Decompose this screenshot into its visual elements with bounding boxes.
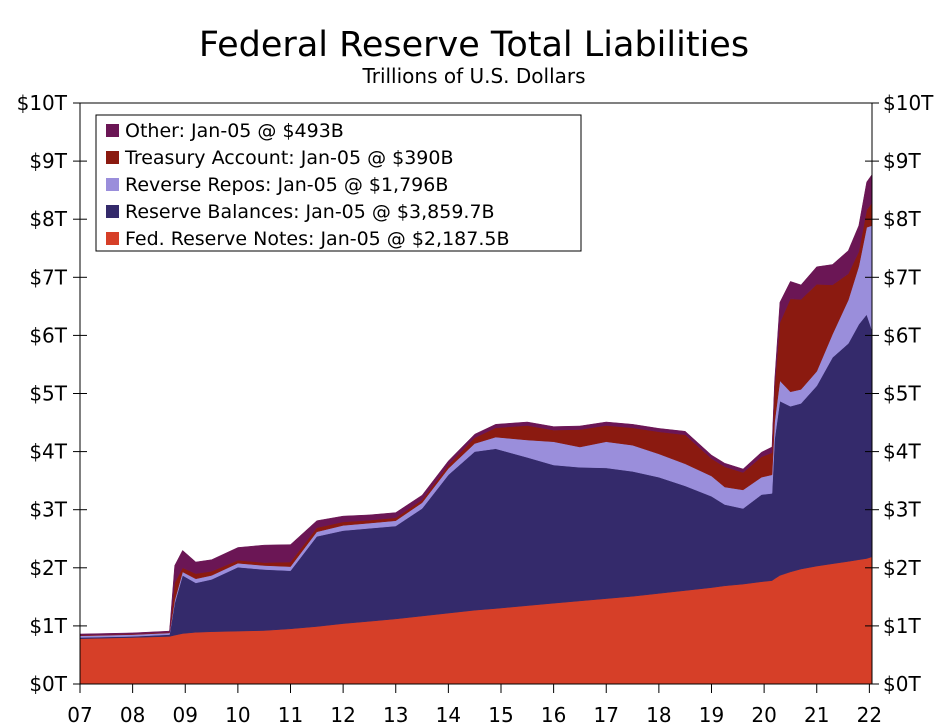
x-tick-label: 11	[278, 703, 303, 727]
legend-swatch	[106, 151, 119, 164]
x-tick-label: 15	[488, 703, 513, 727]
chart-title: Federal Reserve Total Liabilities	[199, 25, 749, 65]
y-tick-label-right: $3T	[883, 498, 921, 522]
legend-label: Reverse Repos: Jan-05 @ $1,796B	[125, 174, 448, 196]
legend: Other: Jan-05 @ $493B Treasury Account: J…	[95, 114, 582, 252]
legend-swatch	[106, 232, 119, 245]
y-tick-label-left: $9T	[29, 149, 67, 173]
x-tick-label: 13	[383, 703, 408, 727]
legend-label: Reserve Balances: Jan-05 @ $3,859.7B	[125, 201, 495, 223]
y-tick-label-right: $2T	[883, 556, 921, 580]
x-tick-label: 08	[120, 703, 145, 727]
y-tick-label-right: $4T	[883, 440, 921, 464]
x-tick-label: 20	[751, 703, 776, 727]
y-tick-label-left: $7T	[29, 265, 67, 289]
y-tick-label-left: $10T	[17, 91, 68, 115]
y-tick-label-left: $6T	[29, 323, 67, 347]
x-tick-label: 14	[436, 703, 461, 727]
axes-group: $0T $0T $1T $1T $2T $2T $3T $3T $4T $4T $5T $5T $6T $…	[17, 91, 935, 727]
x-tick-label: 07	[67, 703, 92, 727]
x-tick-label: 17	[594, 703, 619, 727]
x-tick-label: 18	[646, 703, 671, 727]
legend-label: Treasury Account: Jan-05 @ $390B	[124, 147, 454, 169]
x-tick-label: 19	[699, 703, 724, 727]
y-tick-label-right: $9T	[883, 149, 921, 173]
y-tick-label-left: $5T	[29, 382, 67, 406]
y-tick-label-right: $5T	[883, 382, 921, 406]
x-tick-label: 12	[330, 703, 355, 727]
legend-swatch	[106, 178, 119, 191]
y-tick-label-right: $6T	[883, 323, 921, 347]
y-tick-label-left: $0T	[29, 672, 67, 696]
y-tick-label-left: $4T	[29, 440, 67, 464]
x-tick-label: 21	[804, 703, 829, 727]
chart-subtitle: Trillions of U.S. Dollars	[361, 64, 585, 88]
legend-label: Other: Jan-05 @ $493B	[125, 120, 344, 142]
y-tick-label-left: $3T	[29, 498, 67, 522]
y-tick-label-left: $8T	[29, 207, 67, 231]
x-tick-label: 10	[225, 703, 250, 727]
legend-swatch	[106, 205, 119, 218]
y-tick-label-right: $0T	[883, 672, 921, 696]
x-tick-label: 09	[173, 703, 198, 727]
x-tick-label: 16	[541, 703, 566, 727]
legend-label: Fed. Reserve Notes: Jan-05 @ $2,187.5B	[125, 228, 510, 250]
y-tick-label-left: $1T	[29, 614, 67, 638]
y-tick-label-right: $8T	[883, 207, 921, 231]
y-tick-label-right: $1T	[883, 614, 921, 638]
y-tick-label-left: $2T	[29, 556, 67, 580]
y-tick-label-right: $10T	[883, 91, 934, 115]
legend-box	[95, 114, 582, 252]
x-tick-label: 22	[857, 703, 882, 727]
y-tick-label-right: $7T	[883, 265, 921, 289]
legend-swatch	[106, 124, 119, 137]
